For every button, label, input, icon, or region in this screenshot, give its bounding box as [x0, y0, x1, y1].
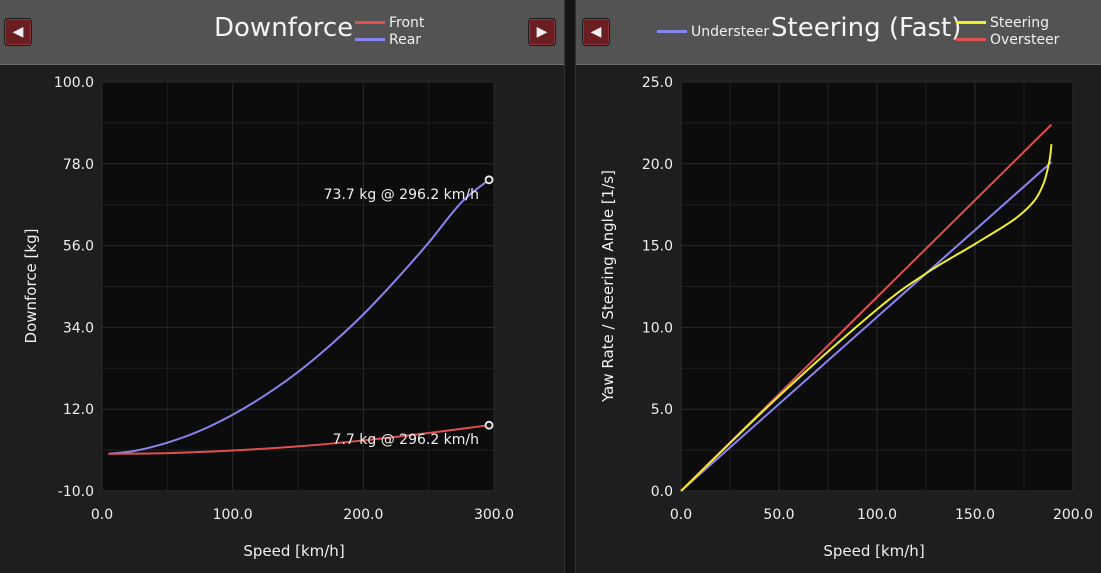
right-triangle-icon: ▶ [536, 24, 548, 40]
y-tick-label: 56.0 [63, 239, 94, 255]
x-tick-label: 200.0 [1053, 507, 1093, 523]
y-tick-label: 0.0 [651, 484, 673, 500]
downforce-panel: ◀ Downforce Front Rear ▶ 0.0 100.0 200.0 30… [0, 0, 564, 560]
series-line-understeer [680, 161, 1053, 492]
legend-item-steering: Steering [956, 15, 1059, 32]
y-tick-label: 5.0 [651, 402, 673, 418]
legend-label: Steering [990, 15, 1050, 31]
chart-title: Downforce [214, 13, 354, 43]
x-axis-label: Speed [km/h] [823, 542, 924, 560]
y-axis-label: Yaw Rate / Steering Angle [1/s] [599, 170, 617, 403]
y-tick-label: 25.0 [642, 75, 673, 91]
legend-label: Understeer [691, 24, 770, 40]
x-tick-label: 100.0 [213, 507, 253, 523]
y-tick-label: 100.0 [54, 75, 94, 91]
series-line-rear [108, 179, 490, 455]
steering-header: ◀ Understeer Steering (Fast) Steering Ov… [576, 0, 1101, 65]
legend-label: Front [389, 15, 425, 31]
end-point-label: 7.7 kg @ 296.2 km/h [333, 432, 479, 448]
prev-chart-button[interactable]: ◀ [582, 18, 610, 46]
y-tick-label: 20.0 [642, 157, 673, 173]
series-line-steering [680, 144, 1053, 492]
series-line-front [108, 424, 490, 455]
end-point-label: 73.7 kg @ 296.2 km/h [324, 187, 479, 203]
legend-item-rear: Rear [355, 32, 424, 49]
legend-swatch [956, 20, 986, 24]
legend-label: Oversteer [990, 32, 1060, 48]
steering-chart: 0.0 50.0 100.0 150.0 200.0 0.0 5.0 10.0 15.0 20.0… [599, 75, 1093, 560]
left-triangle-icon: ◀ [12, 24, 24, 40]
end-point-marker [484, 175, 494, 185]
y-tick-label: 15.0 [642, 239, 673, 255]
downforce-chart: 0.0 100.0 200.0 300.0 -10.0 12.0 34.0 56.0 78.0 1… [22, 75, 514, 560]
legend-swatch [355, 20, 385, 24]
x-tick-label: 300.0 [474, 507, 514, 523]
legend-item-oversteer: Oversteer [956, 32, 1059, 49]
y-tick-label: 10.0 [642, 320, 673, 336]
legend-swatch [657, 29, 687, 33]
steering-panel: ◀ Understeer Steering (Fast) Steering Ov… [576, 0, 1101, 573]
downforce-header: ◀ Downforce Front Rear ▶ [0, 0, 564, 65]
y-axis-label: Downforce [kg] [22, 229, 40, 344]
legend-swatch [355, 37, 385, 41]
legend-item-understeer: Understeer [657, 24, 769, 41]
chart-legend: Front Rear [355, 15, 424, 49]
legend-label: Rear [389, 32, 422, 48]
chart-title: Steering (Fast) [771, 13, 962, 43]
y-tick-label: 34.0 [63, 320, 94, 336]
next-chart-button[interactable]: ▶ [528, 18, 556, 46]
x-tick-label: 50.0 [763, 507, 794, 523]
y-tick-label: 12.0 [63, 402, 94, 418]
legend-swatch [956, 37, 986, 41]
y-tick-label: -10.0 [58, 484, 94, 500]
legend-item-front: Front [355, 15, 424, 32]
end-point-marker [484, 420, 494, 430]
x-tick-label: 200.0 [343, 507, 383, 523]
x-tick-label: 0.0 [670, 507, 692, 523]
x-tick-label: 150.0 [955, 507, 995, 523]
left-triangle-icon: ◀ [590, 24, 602, 40]
y-tick-label: 78.0 [63, 157, 94, 173]
x-axis-label: Speed [km/h] [243, 542, 344, 560]
x-tick-label: 100.0 [857, 507, 897, 523]
panel-divider [564, 0, 576, 573]
prev-chart-button[interactable]: ◀ [4, 18, 32, 46]
chart-legend-right: Steering Oversteer [956, 15, 1059, 49]
x-tick-label: 0.0 [91, 507, 113, 523]
chart-legend-left: Understeer [657, 24, 769, 41]
